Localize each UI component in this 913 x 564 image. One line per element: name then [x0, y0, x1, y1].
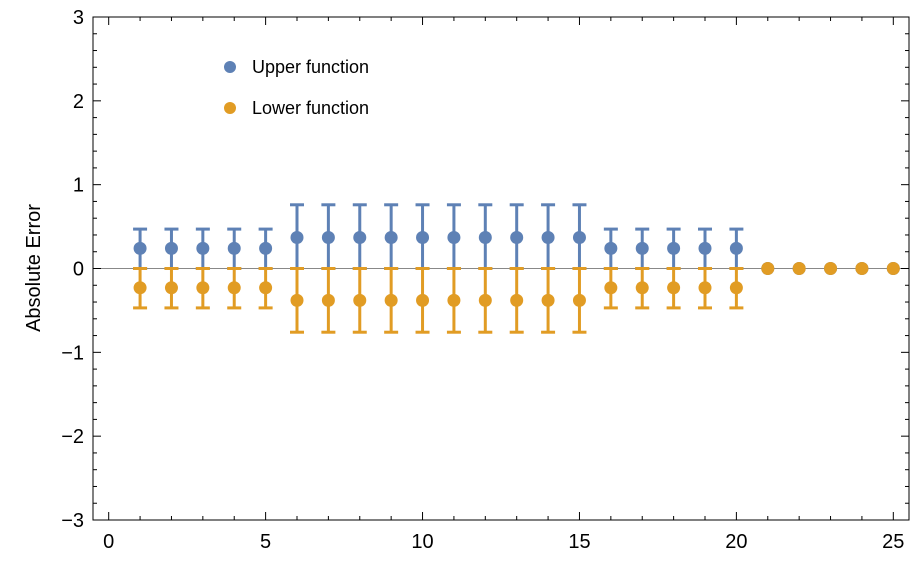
data-point [321, 230, 335, 244]
data-point [604, 241, 618, 255]
data-point [667, 241, 681, 255]
y-tick-label: 2 [73, 91, 84, 113]
data-point [164, 241, 178, 255]
x-tick-label: 25 [882, 531, 904, 553]
y-tick-label: −1 [61, 342, 84, 364]
data-point [416, 230, 430, 244]
data-point [886, 262, 900, 275]
data-point [227, 281, 241, 295]
legend: Upper function Lower function [224, 57, 369, 118]
data-point [729, 241, 743, 255]
data-point [541, 230, 555, 244]
data-point [572, 230, 586, 244]
data-point [510, 293, 524, 307]
y-tick-label: 3 [73, 7, 84, 29]
data-point [824, 262, 838, 275]
data-point [604, 281, 618, 295]
data-point [416, 293, 430, 307]
data-point [478, 293, 492, 307]
data-point [321, 293, 335, 307]
y-tick-label: −3 [61, 510, 84, 532]
data-point [196, 241, 210, 255]
points [133, 230, 900, 307]
data-point [698, 281, 712, 295]
data-point [510, 230, 524, 244]
data-point [667, 281, 681, 295]
data-point [384, 230, 398, 244]
data-point [196, 281, 210, 295]
tick-labels: 0 5 10 15 20 25 −3 −2 −1 0 1 2 3 [61, 7, 904, 553]
y-axis-label: Absolute Error [23, 204, 45, 332]
data-point [227, 241, 241, 255]
axis-ticks [93, 16, 909, 521]
data-point [761, 262, 775, 275]
data-point [635, 281, 649, 295]
legend-marker [224, 61, 236, 73]
data-point [133, 241, 147, 255]
legend-marker [224, 102, 236, 114]
data-point [353, 293, 367, 307]
y-tick-label: −2 [61, 426, 84, 448]
data-point [447, 293, 461, 307]
data-point [698, 241, 712, 255]
y-tick-label: 1 [73, 175, 84, 197]
data-point [635, 241, 649, 255]
data-point [572, 293, 586, 307]
data-point [792, 262, 806, 275]
data-point [855, 262, 869, 275]
data-point [541, 293, 555, 307]
legend-label: Upper function [252, 57, 369, 77]
data-point [384, 293, 398, 307]
data-point [353, 230, 367, 244]
data-point [447, 230, 461, 244]
data-point [164, 281, 178, 295]
data-point [133, 281, 147, 295]
data-point [290, 293, 304, 307]
x-tick-label: 10 [411, 531, 433, 553]
x-tick-label: 20 [725, 531, 747, 553]
y-tick-label: 0 [73, 259, 84, 281]
x-tick-label: 5 [260, 531, 271, 553]
x-tick-label: 0 [103, 531, 114, 553]
data-point [290, 230, 304, 244]
x-tick-label: 15 [568, 531, 590, 553]
data-point [259, 241, 273, 255]
data-point [259, 281, 273, 295]
legend-label: Lower function [252, 98, 369, 118]
data-point [729, 281, 743, 295]
data-point [478, 230, 492, 244]
